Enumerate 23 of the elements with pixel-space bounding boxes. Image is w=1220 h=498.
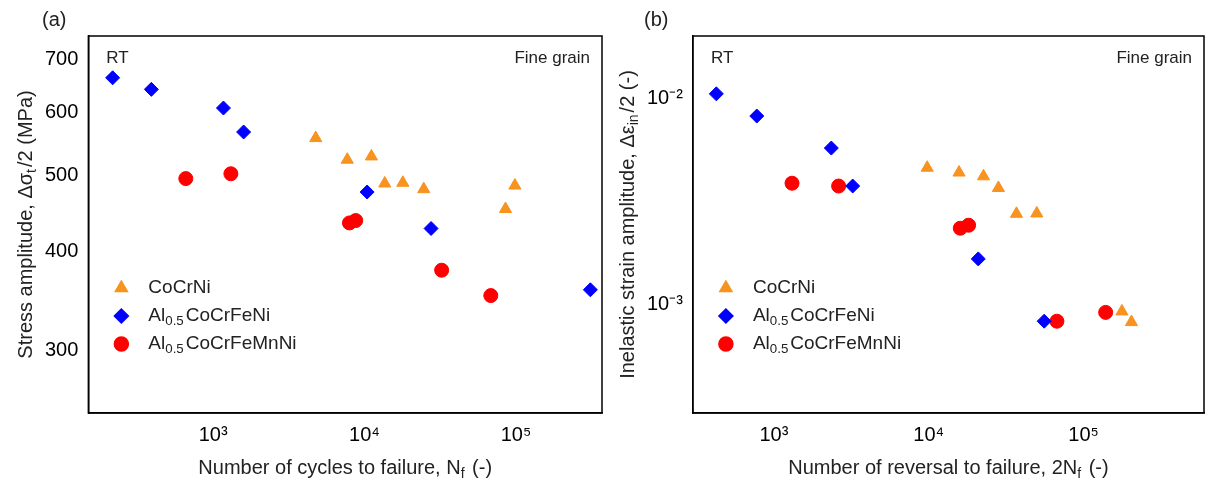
y-axis-title: Stress amplitude, Δσt/2 (MPa)	[13, 90, 39, 359]
chart-title: (a)	[42, 7, 67, 30]
annotation: Fine grain	[1116, 47, 1193, 67]
annotation: Fine grain	[514, 47, 591, 67]
annotation: RT	[710, 47, 734, 67]
x-tick-label: 10⁴	[913, 422, 945, 445]
y-tick-label: 400	[44, 239, 79, 262]
x-tick-label: 10³	[759, 422, 789, 445]
chart-title: (b)	[644, 7, 669, 30]
x-tick-label: 10⁴	[349, 422, 380, 445]
y-tick-label: 10⁻²	[647, 85, 684, 108]
y-tick-label: 700	[44, 47, 79, 70]
annotation: RT	[106, 47, 129, 67]
y-tick-label: 500	[44, 162, 79, 185]
y-tick-label: 10⁻³	[647, 292, 684, 315]
y-tick-label: 600	[44, 100, 79, 123]
x-tick-label: 10³	[198, 422, 228, 445]
x-tick-label: 10⁵	[500, 422, 532, 445]
x-tick-label: 10⁵	[1068, 422, 1099, 445]
y-tick-label: 300	[44, 337, 79, 360]
legend-label: CoCrNi	[752, 276, 816, 298]
legend-label: CoCrNi	[148, 276, 211, 298]
y-axis-title: Inelastic strain amplitude, Δεin/2 (-)	[615, 70, 641, 379]
